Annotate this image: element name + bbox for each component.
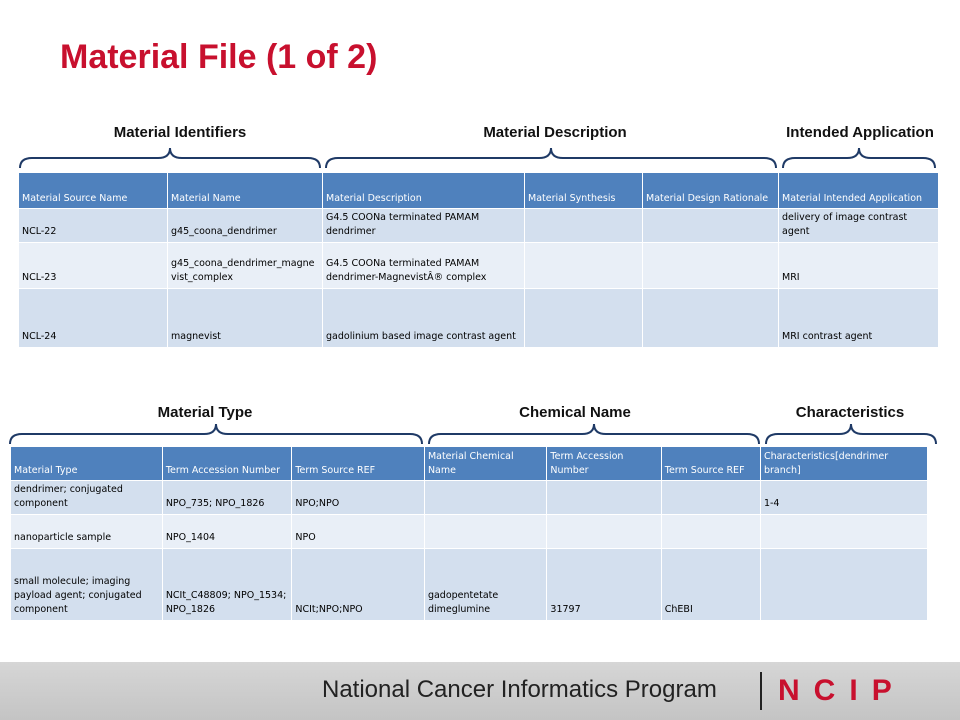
- table-cell: NCL-24: [18, 287, 168, 348]
- table-cell: delivery of image contrast agent: [778, 208, 939, 243]
- table-cell: g45_coona_dendrimer_magnevist_complex: [167, 241, 323, 289]
- table-cell: [423, 513, 548, 549]
- group-label-characteristics: Characteristics: [795, 404, 905, 421]
- table-cell: [524, 241, 643, 289]
- table-cell: g45_coona_dendrimer: [167, 208, 323, 243]
- column-header: Material Description: [322, 172, 525, 209]
- column-header: Term Source REF: [291, 446, 425, 481]
- table-cell: MRI: [778, 241, 939, 289]
- table-cell: [642, 287, 779, 348]
- table-cell: [524, 208, 643, 243]
- footer-bar: National Cancer Informatics Program NCIP: [0, 662, 960, 720]
- table-cell: [546, 513, 662, 549]
- table-header-row: Material Type Term Accession Number Term…: [10, 446, 929, 481]
- footer-divider: [760, 672, 762, 710]
- table-cell: NCIt;NPO;NPO: [291, 547, 425, 621]
- table-cell: 1-4: [759, 480, 929, 515]
- table-cell: magnevist: [167, 287, 323, 348]
- group-label-chemical-name: Chemical Name: [519, 404, 631, 421]
- table-cell: [546, 480, 662, 515]
- group-label-material-type: Material Type: [157, 404, 253, 421]
- group-label-material-identifiers: Material Identifiers: [113, 124, 247, 141]
- table-row: NCL-24 magnevist gadolinium based image …: [18, 287, 939, 348]
- brace-characteristics: [765, 423, 937, 445]
- group-label-material-description: Material Description: [483, 124, 627, 141]
- table-cell: [660, 480, 761, 515]
- program-name: National Cancer Informatics Program: [322, 676, 717, 703]
- logo-letter: I: [849, 674, 872, 707]
- table-cell: [642, 208, 779, 243]
- brace-material-identifiers: [19, 147, 321, 169]
- brace-chemical-name: [428, 423, 760, 445]
- column-header: Term Accession Number: [161, 446, 293, 481]
- table-cell: gadopentetate dimeglumine: [423, 547, 548, 621]
- group-label-intended-application: Intended Application: [786, 124, 934, 141]
- logo-letter: N: [778, 674, 814, 707]
- column-header: Material Design Rationale: [642, 172, 779, 209]
- slide-title: Material File (1 of 2): [60, 38, 378, 76]
- table-row: NCL-22 g45_coona_dendrimer G4.5 COONa te…: [18, 208, 939, 243]
- table-cell: 31797: [546, 547, 662, 621]
- column-header: Material Type: [10, 446, 163, 481]
- column-header: Material Intended Application: [778, 172, 939, 209]
- table-cell: dendrimer; conjugated component: [10, 480, 163, 515]
- brace-material-description: [325, 147, 777, 169]
- table-cell: [759, 547, 929, 621]
- table-cell: NCL-23: [18, 241, 168, 289]
- table-cell: [423, 480, 548, 515]
- table-cell: ChEBI: [660, 547, 761, 621]
- table-cell: MRI contrast agent: [778, 287, 939, 348]
- table-row: dendrimer; conjugated component NPO_735;…: [10, 480, 929, 515]
- column-header: Material Source Name: [18, 172, 168, 209]
- column-header: Material Chemical Name: [423, 446, 548, 481]
- table-cell: NCL-22: [18, 208, 168, 243]
- table-cell: G4.5 COONa terminated PAMAM dendrimer-Ma…: [322, 241, 525, 289]
- table-cell: NPO_735; NPO_1826: [161, 480, 293, 515]
- table-cell: [642, 241, 779, 289]
- brace-intended-application: [782, 147, 936, 169]
- material-type-table: Material Type Term Accession Number Term…: [10, 446, 929, 621]
- table-cell: [660, 513, 761, 549]
- column-header: Material Name: [167, 172, 323, 209]
- material-identifiers-table: Material Source Name Material Name Mater…: [18, 172, 939, 348]
- table-cell: NPO: [291, 513, 425, 549]
- table-cell: nanoparticle sample: [10, 513, 163, 549]
- table-cell: gadolinium based image contrast agent: [322, 287, 525, 348]
- table-row: nanoparticle sample NPO_1404 NPO: [10, 513, 929, 549]
- column-header: Term Source REF: [660, 446, 761, 481]
- table-cell: [524, 287, 643, 348]
- table-cell: NPO_1404: [161, 513, 293, 549]
- column-header: Material Synthesis: [524, 172, 643, 209]
- table-cell: [759, 513, 929, 549]
- ncip-logo: NCIP: [778, 674, 906, 708]
- logo-letter: P: [871, 674, 906, 707]
- brace-material-type: [9, 423, 423, 445]
- table-row: small molecule; imaging payload agent; c…: [10, 547, 929, 621]
- table-header-row: Material Source Name Material Name Mater…: [18, 172, 939, 209]
- table-row: NCL-23 g45_coona_dendrimer_magnevist_com…: [18, 241, 939, 289]
- logo-letter: C: [813, 674, 850, 707]
- table-cell: NCIt_C48809; NPO_1534; NPO_1826: [161, 547, 293, 621]
- table-cell: small molecule; imaging payload agent; c…: [10, 547, 163, 621]
- table-cell: NPO;NPO: [291, 480, 425, 515]
- column-header: Characteristics[dendrimer branch]: [759, 446, 929, 481]
- column-header: Term Accession Number: [546, 446, 662, 481]
- table-cell: G4.5 COONa terminated PAMAM dendrimer: [322, 208, 525, 243]
